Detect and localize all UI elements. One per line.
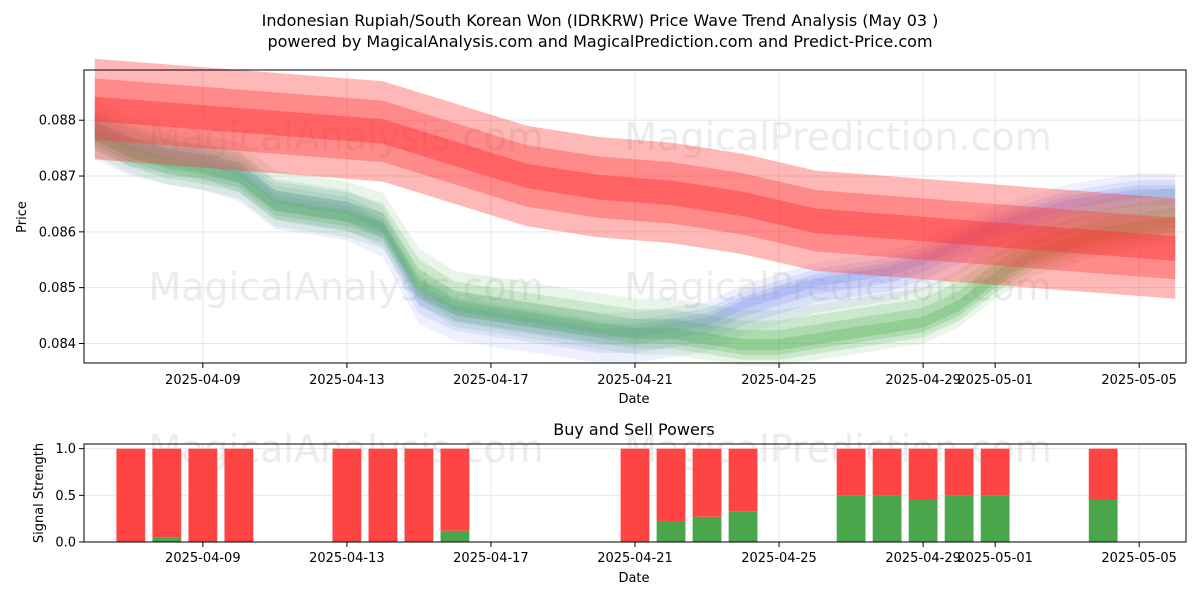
price-x-tick-label: 2025-04-17	[453, 373, 529, 388]
red-trend-band-outer	[94, 58, 1176, 299]
sell-bar	[152, 448, 182, 538]
sell-bar	[980, 448, 1010, 496]
sell-bar	[368, 448, 398, 542]
buy-bar	[728, 511, 758, 542]
buy-sell-x-tick-label: 2025-05-05	[1101, 551, 1177, 566]
green-wave-band	[94, 111, 1176, 360]
buy-bar	[944, 495, 974, 542]
sell-bar	[908, 448, 938, 500]
price-x-tick-label: 2025-04-21	[597, 373, 673, 388]
sell-bar	[692, 448, 722, 517]
red-trend-band-mid	[94, 78, 1176, 280]
blue-wave-band	[94, 115, 1176, 353]
buy-sell-x-tick-label: 2025-04-09	[165, 551, 241, 566]
buy-bar	[908, 500, 938, 542]
price-y-tick-label: 0.087	[39, 170, 76, 185]
sell-bar	[224, 448, 254, 542]
chart-title-line2: powered by MagicalAnalysis.com and Magic…	[267, 32, 932, 51]
sell-bar	[440, 448, 470, 531]
sell-bar	[620, 448, 650, 542]
red-trend-band-inner	[94, 96, 1176, 261]
buy-sell-title: Buy and Sell Powers	[553, 420, 715, 439]
price-y-tick-label: 0.086	[39, 225, 76, 240]
price-x-tick-label: 2025-04-09	[165, 373, 241, 388]
buy-sell-x-tick-label: 2025-04-13	[309, 551, 385, 566]
watermark-prediction: MagicalPrediction.com	[624, 265, 1052, 309]
price-y-tick-label: 0.088	[39, 114, 76, 129]
price-x-tick-label: 2025-04-13	[309, 373, 385, 388]
buy-bar	[440, 530, 470, 542]
green-wave-band	[94, 100, 1176, 366]
price-y-tick-label: 0.085	[39, 281, 76, 296]
buy-sell-x-tick-label: 2025-04-25	[741, 551, 817, 566]
price-y-axis-label: Price	[15, 201, 30, 233]
sell-bar	[656, 448, 686, 522]
buy-sell-chart: Buy and Sell Powers MagicalAnalysis.com …	[32, 420, 1187, 586]
buy-sell-x-tick-label: 2025-04-21	[597, 551, 673, 566]
watermark-analysis: MagicalAnalysis.com	[148, 115, 543, 159]
watermark-analysis: MagicalAnalysis.com	[148, 265, 543, 309]
sell-bar	[116, 448, 146, 542]
sell-bar	[332, 448, 362, 542]
buy-bar	[656, 521, 686, 542]
price-x-tick-label: 2025-05-05	[1101, 373, 1177, 388]
buy-bar	[692, 516, 722, 542]
price-x-axis-label: Date	[618, 392, 649, 407]
buy-sell-x-tick-label: 2025-04-17	[453, 551, 529, 566]
buy-sell-y-tick-label: 0.0	[55, 536, 76, 551]
sell-bar	[188, 448, 218, 542]
buy-bar	[872, 495, 902, 542]
sell-bar	[872, 448, 902, 496]
price-x-tick-label: 2025-05-01	[957, 373, 1033, 388]
buy-sell-y-tick-label: 0.5	[55, 489, 76, 504]
buy-sell-x-axis-label: Date	[618, 571, 649, 586]
buy-sell-y-axis-label: Signal Strength	[32, 443, 47, 543]
blue-wave-band	[94, 109, 1176, 363]
watermark-prediction: MagicalPrediction.com	[624, 115, 1052, 159]
buy-bar	[1088, 500, 1118, 542]
sell-bar	[728, 448, 758, 512]
buy-sell-x-tick-label: 2025-04-29	[885, 551, 961, 566]
buy-bar	[152, 537, 182, 542]
sell-bar	[404, 448, 434, 542]
sell-bar	[1088, 448, 1118, 500]
sell-bar	[836, 448, 866, 496]
buy-sell-x-tick-label: 2025-05-01	[957, 551, 1033, 566]
buy-sell-y-tick-label: 1.0	[55, 442, 76, 457]
buy-bar	[836, 495, 866, 542]
watermarks: MagicalAnalysis.com MagicalPrediction.co…	[148, 115, 1051, 309]
price-chart: MagicalAnalysis.com MagicalPrediction.co…	[15, 58, 1187, 407]
price-y-tick-label: 0.084	[39, 337, 76, 352]
price-x-tick-label: 2025-04-29	[885, 373, 961, 388]
sell-bar	[944, 448, 974, 496]
price-x-tick-label: 2025-04-25	[741, 373, 817, 388]
chart-title-line1: Indonesian Rupiah/South Korean Won (IDRK…	[262, 11, 939, 30]
buy-bar	[980, 495, 1010, 542]
